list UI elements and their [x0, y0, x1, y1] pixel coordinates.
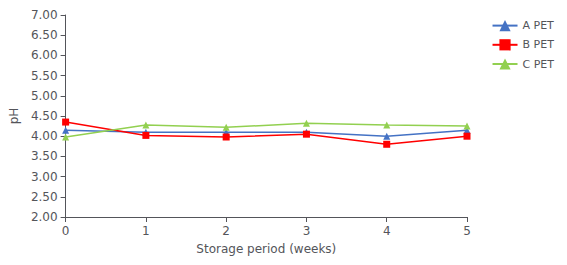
- svg-text:pH: pH: [7, 108, 21, 125]
- svg-text:6.00: 6.00: [31, 48, 58, 62]
- svg-text:4.50: 4.50: [31, 109, 58, 123]
- svg-text:7.00: 7.00: [31, 8, 58, 22]
- svg-text:3: 3: [303, 224, 311, 238]
- svg-text:2: 2: [222, 224, 230, 238]
- svg-text:5.00: 5.00: [31, 89, 58, 103]
- svg-text:2.50: 2.50: [31, 190, 58, 204]
- svg-text:5: 5: [463, 224, 471, 238]
- svg-text:1: 1: [142, 224, 150, 238]
- svg-text:2.00: 2.00: [31, 210, 58, 224]
- svg-text:6.50: 6.50: [31, 28, 58, 42]
- svg-text:3.00: 3.00: [31, 170, 58, 184]
- svg-text:4: 4: [383, 224, 391, 238]
- svg-text:4.00: 4.00: [31, 129, 58, 143]
- svg-text:3.50: 3.50: [31, 149, 58, 163]
- svg-text:0: 0: [62, 224, 70, 238]
- svg-text:A PET: A PET: [523, 19, 555, 32]
- svg-text:5.50: 5.50: [31, 69, 58, 83]
- svg-text:B PET: B PET: [523, 38, 555, 51]
- svg-text:Storage period (weeks): Storage period (weeks): [196, 242, 336, 256]
- svg-text:C PET: C PET: [523, 58, 555, 71]
